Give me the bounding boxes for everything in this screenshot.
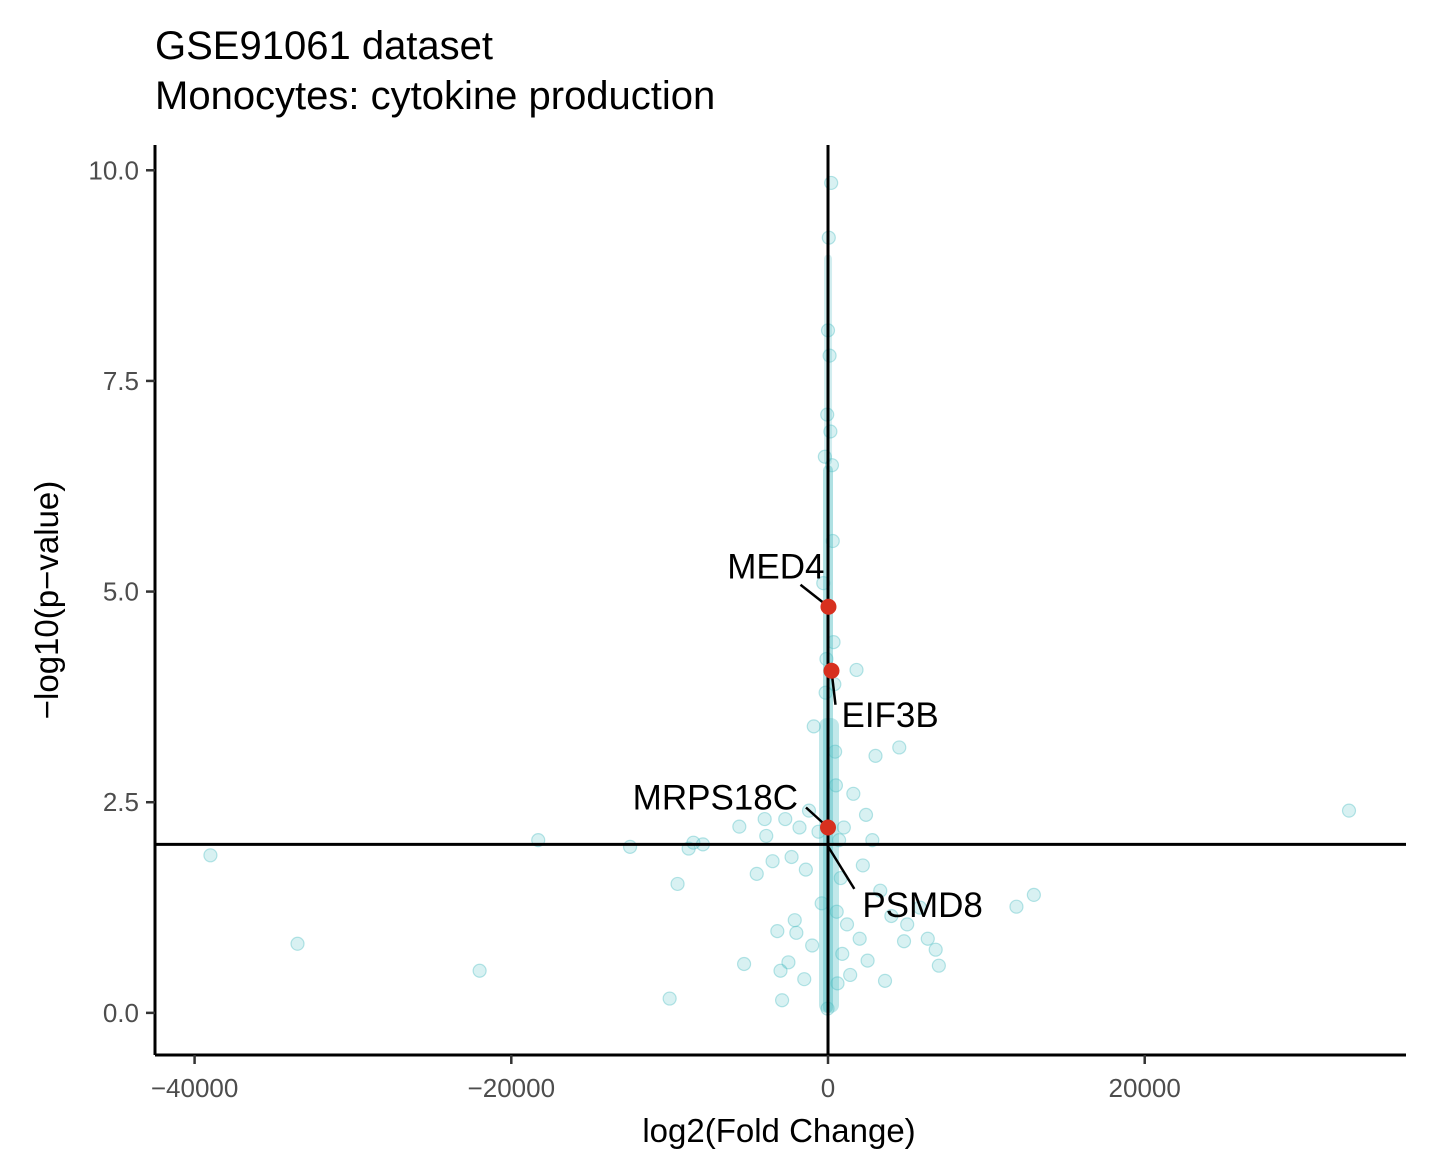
gene-label-mrps18c: MRPS18C <box>633 779 798 818</box>
data-point <box>873 883 888 898</box>
x-tick-label: 20000 <box>1109 1073 1181 1103</box>
data-point <box>928 942 943 957</box>
data-point <box>781 955 796 970</box>
highlight-point-eif3b <box>823 662 840 679</box>
data-point <box>806 719 821 734</box>
data-point <box>830 976 845 991</box>
highlight-point-mrps18c <box>820 819 837 836</box>
data-point <box>852 931 867 946</box>
data-point <box>822 348 837 363</box>
data-point <box>900 917 915 932</box>
data-point <box>860 953 875 968</box>
data-point <box>835 946 850 961</box>
y-axis-title: −log10(p−value) <box>28 481 65 720</box>
data-point <box>855 858 870 873</box>
data-point <box>839 917 855 932</box>
data-point <box>920 931 935 946</box>
chart-title: GSE91061 dataset <box>155 24 494 68</box>
data-point <box>896 934 912 949</box>
data-point <box>759 828 774 844</box>
data-point <box>765 854 780 869</box>
data-point <box>797 972 812 987</box>
x-tick-label: −20000 <box>468 1073 555 1103</box>
data-point <box>736 956 752 972</box>
data-point <box>805 938 820 953</box>
data-point <box>1026 887 1041 903</box>
data-point <box>912 900 927 915</box>
y-tick-label: 10.0 <box>88 155 139 185</box>
data-point <box>843 967 858 983</box>
data-point <box>732 819 747 834</box>
data-point <box>1341 803 1357 818</box>
highlighted-points <box>820 598 840 836</box>
y-tick-label: 7.5 <box>103 366 139 396</box>
data-point <box>789 925 804 940</box>
data-point <box>846 786 861 801</box>
data-point <box>868 748 883 763</box>
data-point <box>884 908 899 924</box>
data-point <box>858 807 874 822</box>
data-point <box>798 862 813 877</box>
data-point <box>931 958 946 973</box>
data-point <box>792 820 807 835</box>
data-point <box>1009 899 1024 914</box>
data-point <box>849 662 864 678</box>
data-point <box>670 876 685 892</box>
gene-label-psmd8: PSMD8 <box>862 886 983 925</box>
data-point <box>290 936 305 951</box>
data-point <box>787 913 802 928</box>
data-point <box>773 963 788 978</box>
data-point <box>686 835 701 850</box>
y-tick-label: 5.0 <box>103 577 139 607</box>
x-axis-title: log2(Fold Change) <box>642 1112 915 1149</box>
data-point <box>825 533 840 549</box>
data-point <box>749 866 764 881</box>
data-point <box>770 924 785 939</box>
data-point <box>829 904 844 919</box>
data-point <box>816 576 831 591</box>
y-tick-label: 2.5 <box>103 787 139 817</box>
data-point <box>892 740 907 755</box>
reference-lines <box>155 145 1406 1055</box>
x-tick-label: −40000 <box>151 1073 238 1103</box>
highlight-point-med4 <box>820 598 837 615</box>
data-point <box>877 973 893 988</box>
x-tick-label: 0 <box>821 1073 835 1103</box>
background-points <box>203 175 1357 1016</box>
data-point <box>662 991 677 1006</box>
data-point <box>622 839 638 854</box>
data-point <box>784 849 799 865</box>
chart-subtitle: Monocytes: cytokine production <box>155 74 716 118</box>
y-tick-label: 0.0 <box>103 998 139 1028</box>
data-point <box>774 993 790 1008</box>
gene-label-eif3b: EIF3B <box>841 696 938 735</box>
data-point <box>472 963 487 978</box>
axes: 0.0 2.5 5.0 7.5 10.0 −40000 −20000 0 20000 <box>88 145 1406 1103</box>
data-point <box>757 811 772 827</box>
data-point <box>836 820 851 835</box>
gene-labels: MED4 EIF3B MRPS18C PSMD8 <box>633 548 983 925</box>
label-leader-line <box>827 846 856 890</box>
data-point <box>778 811 793 827</box>
gene-label-med4: MED4 <box>727 548 824 587</box>
data-point <box>203 848 218 863</box>
